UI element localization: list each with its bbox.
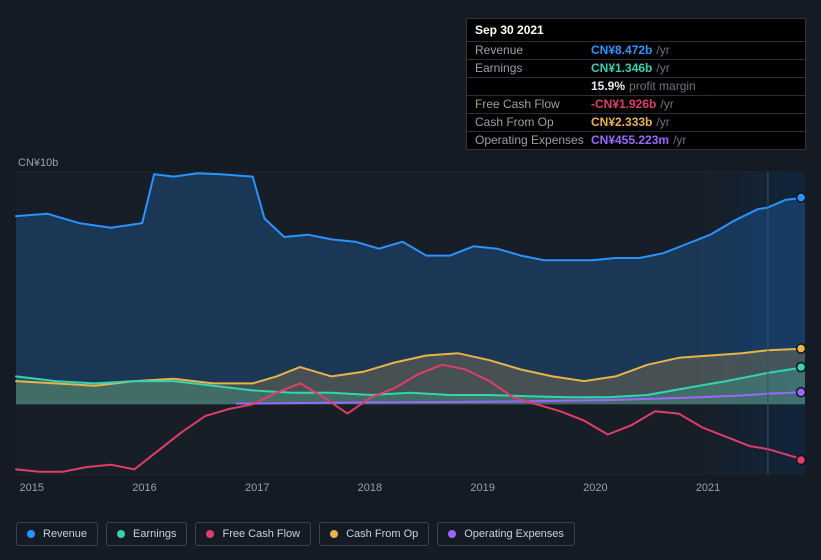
marker-opex	[797, 388, 806, 397]
tooltip-value: CN¥455.223m	[591, 133, 669, 147]
tooltip-row: EarningsCN¥1.346b/yr	[467, 59, 805, 77]
tooltip-suffix: /yr	[652, 115, 669, 129]
legend-label: Cash From Op	[346, 528, 418, 540]
tooltip-suffix: /yr	[656, 97, 673, 111]
legend: Revenue Earnings Free Cash Flow Cash From O…	[16, 522, 575, 546]
tooltip-value: CN¥2.333b	[591, 115, 652, 129]
tooltip-suffix: /yr	[669, 133, 686, 147]
tooltip-suffix: /yr	[652, 43, 669, 57]
marker-fcf	[797, 456, 806, 465]
legend-item-revenue[interactable]: Revenue	[16, 522, 98, 546]
legend-item-opex[interactable]: Operating Expenses	[437, 522, 575, 546]
tooltip-row: Free Cash Flow-CN¥1.926b/yr	[467, 95, 805, 113]
tooltip-label: Free Cash Flow	[475, 96, 591, 113]
tooltip-value: CN¥8.472b	[591, 43, 652, 57]
legend-item-fcf[interactable]: Free Cash Flow	[195, 522, 311, 546]
legend-label: Operating Expenses	[464, 528, 564, 540]
marker-revenue	[797, 193, 806, 202]
tooltip-value: -CN¥1.926b	[591, 97, 656, 111]
tooltip-suffix: profit margin	[625, 79, 696, 93]
tooltip-label	[475, 78, 591, 95]
legend-dot-icon	[27, 530, 35, 538]
hover-tooltip: Sep 30 2021 RevenueCN¥8.472b/yrEarningsC…	[466, 18, 806, 150]
legend-item-earnings[interactable]: Earnings	[106, 522, 187, 546]
tooltip-label: Revenue	[475, 42, 591, 59]
tooltip-label: Cash From Op	[475, 114, 591, 131]
legend-dot-icon	[117, 530, 125, 538]
tooltip-label: Operating Expenses	[475, 132, 591, 149]
tooltip-row: 15.9%profit margin	[467, 77, 805, 95]
legend-dot-icon	[330, 530, 338, 538]
tooltip-row: Operating ExpensesCN¥455.223m/yr	[467, 131, 805, 149]
tooltip-row: Cash From OpCN¥2.333b/yr	[467, 113, 805, 131]
tooltip-value: CN¥1.346b	[591, 61, 652, 75]
tooltip-suffix: /yr	[652, 61, 669, 75]
tooltip-label: Earnings	[475, 60, 591, 77]
tooltip-value: 15.9%	[591, 79, 625, 93]
root: CN¥10bCN¥0-CN¥3b 20152016201720182019202…	[0, 0, 821, 560]
legend-label: Free Cash Flow	[222, 528, 300, 540]
tooltip-date: Sep 30 2021	[467, 19, 805, 41]
marker-earnings	[797, 363, 806, 372]
legend-item-cfo[interactable]: Cash From Op	[319, 522, 429, 546]
legend-label: Earnings	[133, 528, 176, 540]
legend-dot-icon	[206, 530, 214, 538]
tooltip-row: RevenueCN¥8.472b/yr	[467, 41, 805, 59]
legend-label: Revenue	[43, 528, 87, 540]
legend-dot-icon	[448, 530, 456, 538]
marker-cfo	[797, 344, 806, 353]
